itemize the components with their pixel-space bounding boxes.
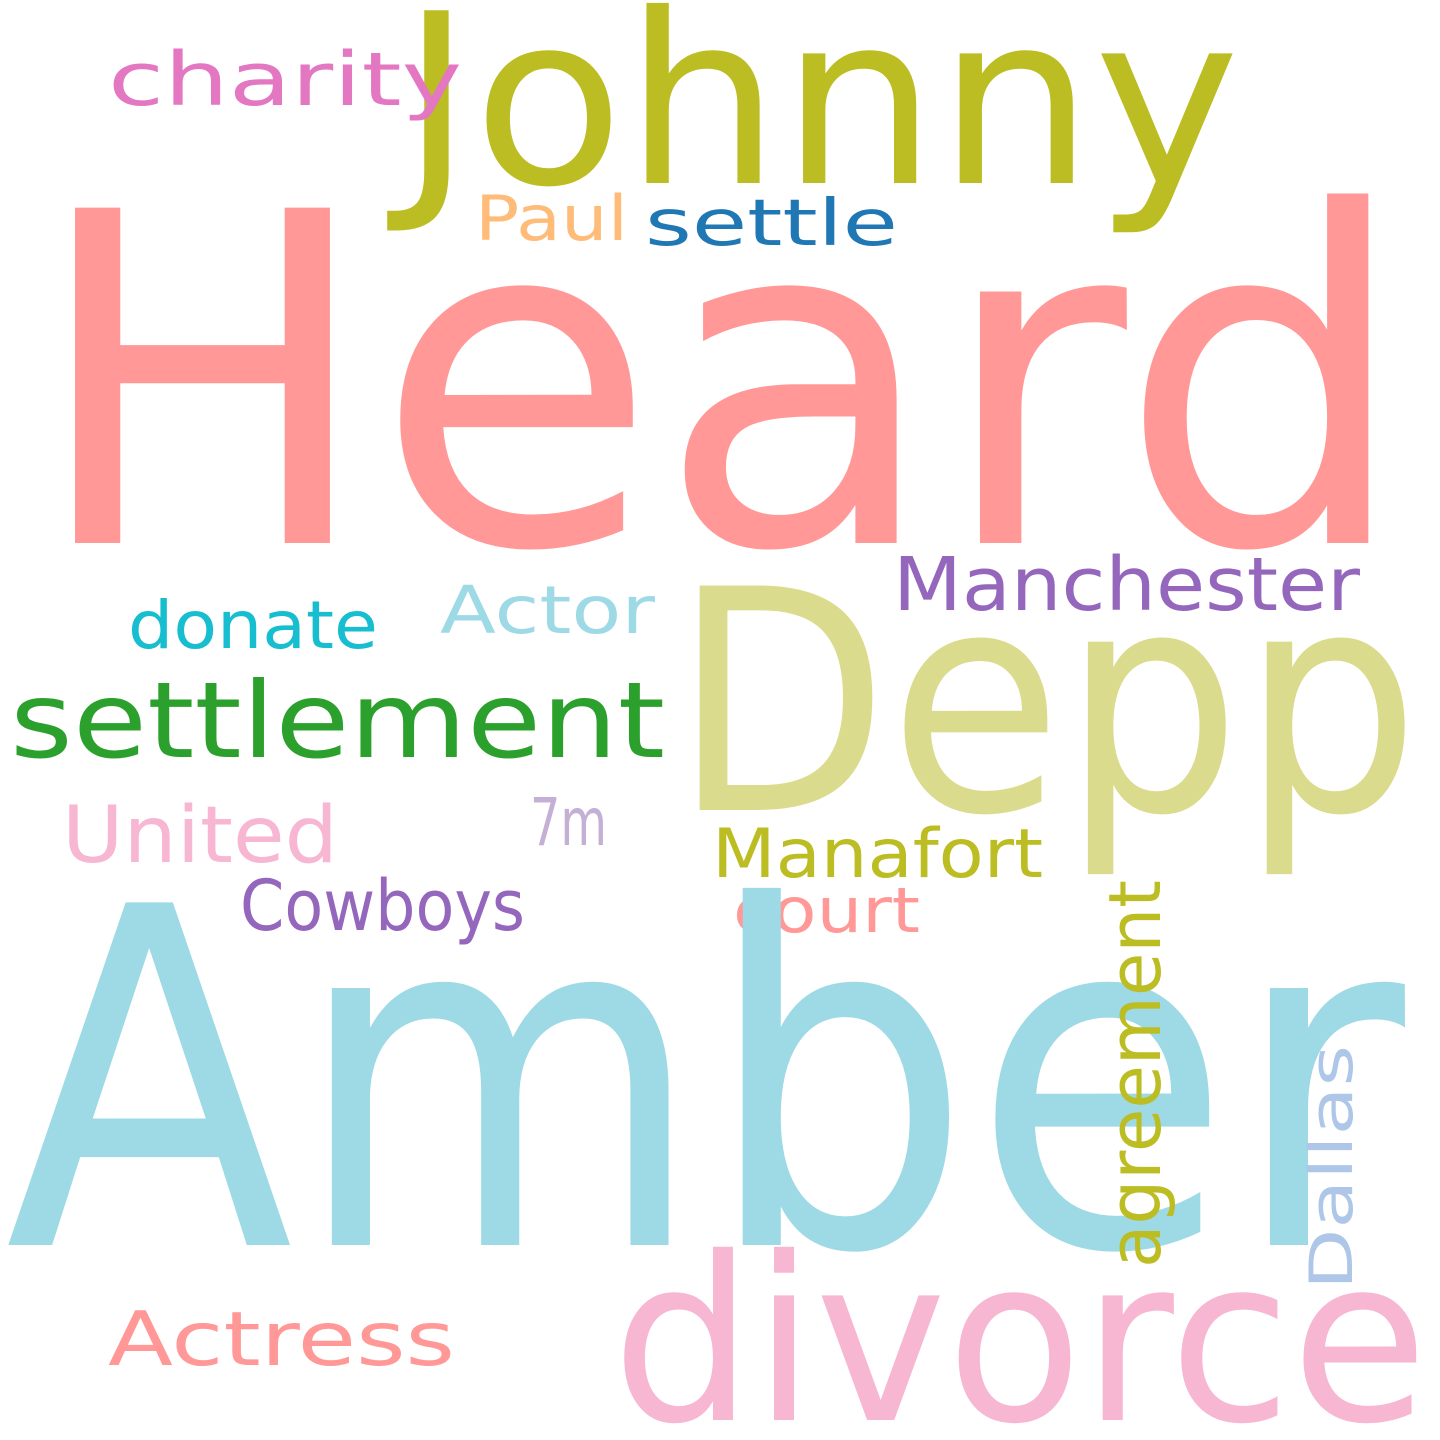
word: Johnny <box>386 0 1240 239</box>
word: settle <box>645 187 898 261</box>
word: Actor <box>440 572 656 649</box>
word: donate <box>128 587 378 664</box>
word: Depp <box>672 524 1420 883</box>
word: divorce <box>612 1208 1428 1440</box>
word: Actress <box>108 1295 455 1383</box>
word: Cowboys <box>240 865 525 947</box>
word: Manafort <box>712 815 1043 894</box>
word: Heard <box>30 117 1410 652</box>
word: Amber <box>5 809 1410 1356</box>
word: agreement <box>1093 880 1177 1268</box>
word: Paul <box>475 182 628 255</box>
word: settlement <box>10 660 665 782</box>
word: court <box>733 874 920 947</box>
word: United <box>62 791 338 881</box>
word: 7m <box>530 784 607 861</box>
word: Dallas <box>1297 1045 1367 1290</box>
word: Manchester <box>893 542 1361 628</box>
word: charity <box>108 37 462 123</box>
